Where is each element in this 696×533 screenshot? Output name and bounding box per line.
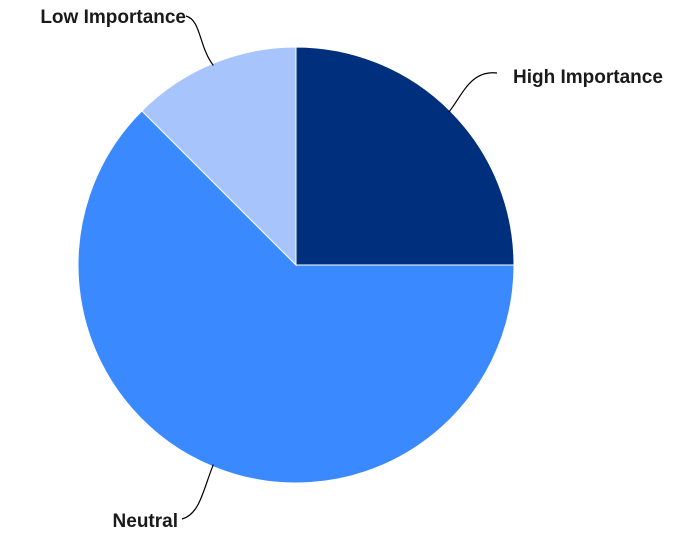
leader-line-high-importance (448, 72, 498, 113)
slice-labels: High Importance Neutral Low Importance (40, 7, 663, 532)
leader-lines (181, 15, 498, 520)
slice-label-neutral: Neutral (113, 511, 178, 532)
slice-label-low-importance: Low Importance (40, 7, 186, 28)
leader-line-neutral (181, 464, 214, 520)
slice-label-high-importance: High Importance (513, 67, 663, 88)
pie-slices (77, 46, 515, 484)
leader-line-low-importance (185, 15, 214, 66)
pie-slice-high-importance (295, 46, 515, 266)
